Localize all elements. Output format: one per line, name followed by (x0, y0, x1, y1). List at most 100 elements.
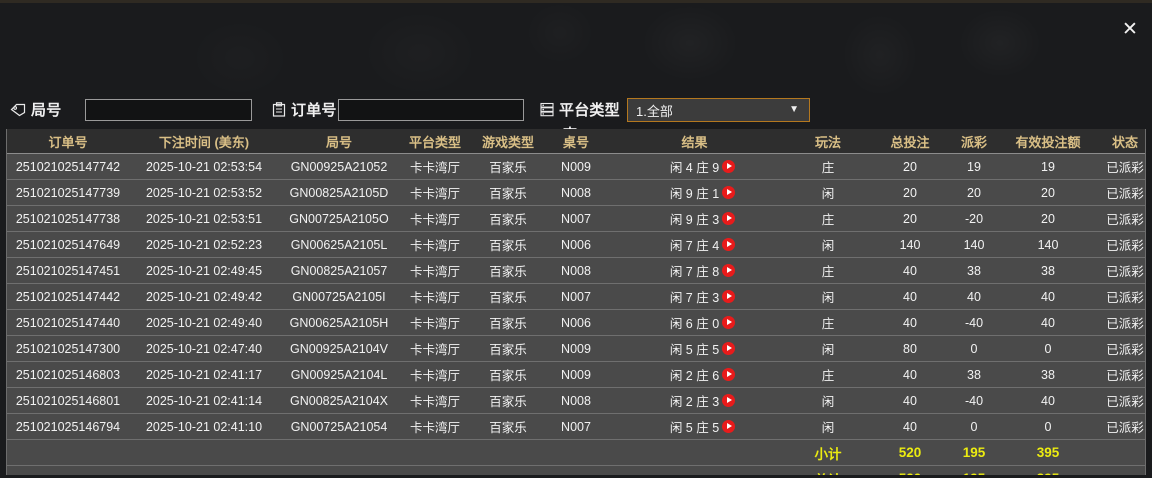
cell-table-no: N006 (545, 309, 607, 336)
cell-pad (545, 465, 607, 475)
cell-platform-type: 卡卡湾厅 (399, 335, 471, 362)
play-video-icon[interactable] (722, 264, 735, 277)
play-video-icon[interactable] (722, 186, 735, 199)
table-row[interactable]: 251021025147440 2025-10-21 02:49:40 GN0062… (7, 309, 1145, 336)
table-row[interactable]: 251021025147451 2025-10-21 02:49:45 GN0082… (7, 257, 1145, 284)
cell-result: 闲 6 庄 0 (607, 309, 782, 336)
play-video-icon[interactable] (722, 316, 735, 329)
col-header-total-bet[interactable]: 总投注 (874, 129, 946, 154)
play-video-icon[interactable] (722, 160, 735, 173)
cell-payout: -20 (946, 205, 1002, 232)
cell-bet-time: 2025-10-21 02:41:10 (129, 413, 279, 440)
cell-result: 闲 9 庄 3 (607, 205, 782, 232)
table-row[interactable]: 251021025147742 2025-10-21 02:53:54 GN0092… (7, 153, 1145, 180)
cell-bet-time: 2025-10-21 02:52:23 (129, 231, 279, 258)
round-no-input[interactable] (85, 99, 252, 121)
cell-round-no: GN00825A2104X (279, 387, 399, 414)
cell-platform-type: 卡卡湾厅 (399, 205, 471, 232)
cell-pad (607, 439, 782, 466)
play-video-icon[interactable] (722, 368, 735, 381)
cell-status: 已派彩 (1094, 309, 1145, 336)
cell-status: 已派彩 (1094, 179, 1145, 206)
cell-game-type: 百家乐 (471, 413, 545, 440)
cell-game-type: 百家乐 (471, 257, 545, 284)
table-row[interactable]: 251021025147300 2025-10-21 02:47:40 GN0092… (7, 335, 1145, 362)
cell-pad (129, 439, 279, 466)
cell-result: 闲 5 庄 5 (607, 335, 782, 362)
clipboard-icon (272, 102, 286, 121)
cell-payout: 19 (946, 153, 1002, 180)
col-header-bet-time[interactable]: 下注时间 (美东) (129, 129, 279, 154)
table-row[interactable]: 251021025146794 2025-10-21 02:41:10 GN0072… (7, 413, 1145, 440)
order-no-label: 订单号 (272, 99, 337, 121)
cell-result: 闲 5 庄 5 (607, 413, 782, 440)
cell-order-no: 251021025147739 (7, 179, 129, 206)
table-row[interactable]: 251021025147649 2025-10-21 02:52:23 GN0062… (7, 231, 1145, 258)
col-header-valid-bet[interactable]: 有效投注额 (1002, 129, 1094, 154)
cell-game-type: 百家乐 (471, 179, 545, 206)
cell-payout: -40 (946, 309, 1002, 336)
cell-round-no: GN00725A2105I (279, 283, 399, 310)
cell-status: 已派彩 (1094, 387, 1145, 414)
play-video-icon[interactable] (722, 394, 735, 407)
col-header-platform-type[interactable]: 平台类型 (399, 129, 471, 154)
play-video-icon[interactable] (722, 238, 735, 251)
round-no-label-text: 局号 (31, 102, 62, 119)
cell-table-no: N009 (545, 153, 607, 180)
close-icon[interactable]: ✕ (1122, 18, 1138, 40)
cell-summary-label: 总计 (782, 465, 874, 475)
cell-status: 已派彩 (1094, 231, 1145, 258)
play-video-icon[interactable] (722, 290, 735, 303)
table-row[interactable]: 251021025147739 2025-10-21 02:53:52 GN0082… (7, 179, 1145, 206)
cell-valid-bet: 38 (1002, 361, 1094, 388)
col-header-play[interactable]: 玩法 (782, 129, 874, 154)
table-row[interactable]: 251021025147442 2025-10-21 02:49:42 GN0072… (7, 283, 1145, 310)
cell-round-no: GN00725A21054 (279, 413, 399, 440)
cell-platform-type: 卡卡湾厅 (399, 387, 471, 414)
col-header-table-no[interactable]: 桌号 (545, 129, 607, 154)
cell-bet-time: 2025-10-21 02:49:40 (129, 309, 279, 336)
records-table: 订单号 下注时间 (美东) 局号 平台类型 游戏类型 桌号 结果 玩法 总投注 … (7, 129, 1145, 475)
cell-order-no: 251021025147300 (7, 335, 129, 362)
cell-pad (279, 439, 399, 466)
cell-pad (471, 439, 545, 466)
play-video-icon[interactable] (722, 212, 735, 225)
cell-status: 已派彩 (1094, 153, 1145, 180)
cell-order-no: 251021025147451 (7, 257, 129, 284)
cell-bet-time: 2025-10-21 02:47:40 (129, 335, 279, 362)
table-row[interactable]: 251021025146803 2025-10-21 02:41:17 GN0092… (7, 361, 1145, 388)
cell-pad (1094, 465, 1145, 475)
cell-table-no: N009 (545, 335, 607, 362)
cell-total-bet: 40 (874, 361, 946, 388)
table-row[interactable]: 251021025146801 2025-10-21 02:41:14 GN0082… (7, 387, 1145, 414)
cell-payout: 0 (946, 335, 1002, 362)
cell-payout: 0 (946, 413, 1002, 440)
cell-platform-type: 卡卡湾厅 (399, 309, 471, 336)
col-header-round-no[interactable]: 局号 (279, 129, 399, 154)
cell-table-no: N006 (545, 231, 607, 258)
cell-valid-bet: 40 (1002, 283, 1094, 310)
list-icon (540, 102, 554, 121)
cell-valid-bet: 0 (1002, 413, 1094, 440)
cell-pad (7, 439, 129, 466)
col-header-result[interactable]: 结果 (607, 129, 782, 154)
platform-type-select[interactable]: 1.全部 ▼ (627, 98, 810, 122)
cell-summary-payout: 195 (946, 465, 1002, 475)
col-header-game-type[interactable]: 游戏类型 (471, 129, 545, 154)
col-header-status[interactable]: 状态 (1094, 129, 1145, 154)
table-row[interactable]: 251021025147738 2025-10-21 02:53:51 GN0072… (7, 205, 1145, 232)
play-video-icon[interactable] (722, 342, 735, 355)
order-no-input[interactable] (338, 99, 524, 121)
col-header-payout[interactable]: 派彩 (946, 129, 1002, 154)
cell-total-bet: 20 (874, 153, 946, 180)
cell-game-type: 百家乐 (471, 283, 545, 310)
cell-platform-type: 卡卡湾厅 (399, 283, 471, 310)
cell-table-no: N007 (545, 413, 607, 440)
table-header-row: 订单号 下注时间 (美东) 局号 平台类型 游戏类型 桌号 结果 玩法 总投注 … (7, 129, 1145, 154)
cell-round-no: GN00925A2104V (279, 335, 399, 362)
result-text: 闲 4 庄 9 (669, 161, 720, 175)
col-header-order-no[interactable]: 订单号 (7, 129, 129, 154)
play-video-icon[interactable] (722, 420, 735, 433)
cell-bet-time: 2025-10-21 02:53:52 (129, 179, 279, 206)
platform-type-selected-value: 1.全部 (636, 103, 673, 119)
